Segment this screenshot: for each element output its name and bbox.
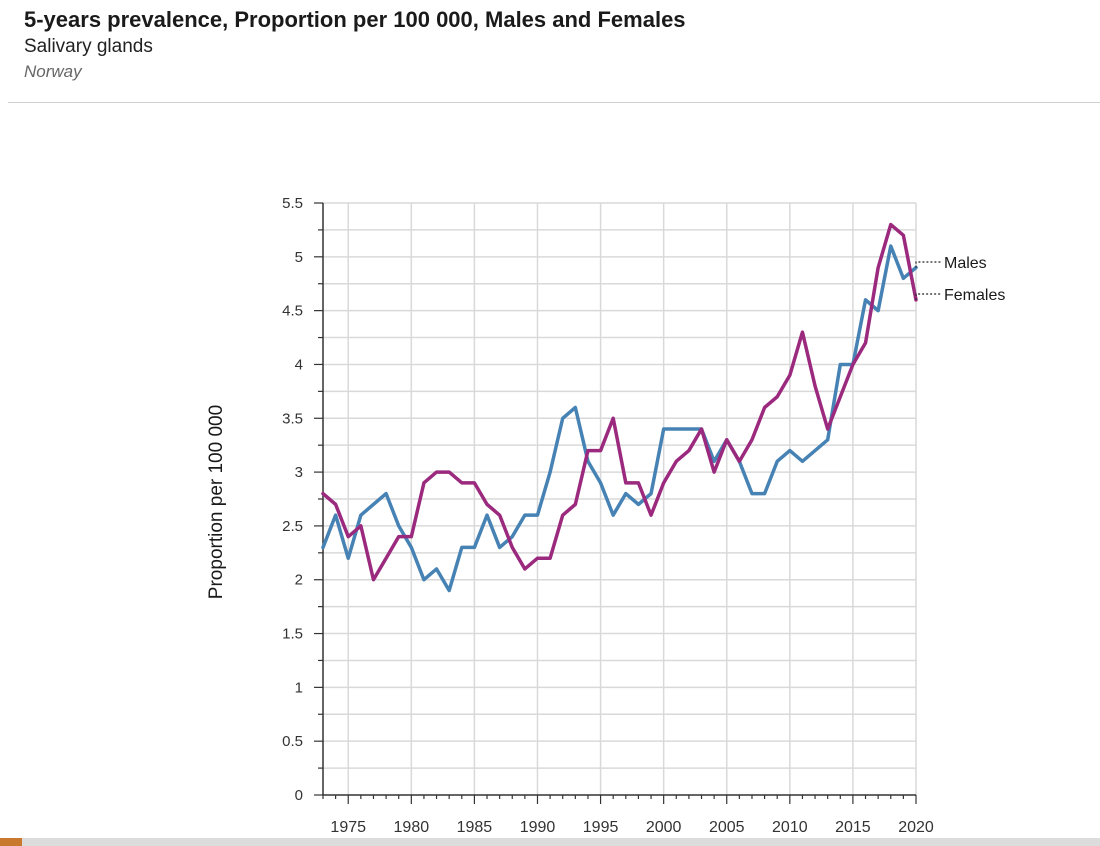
x-tick-label: 2000 [646,819,682,836]
y-tick-label: 1 [295,679,303,696]
y-axis-label: Proportion per 100 000 [206,405,227,599]
y-tick-label: 1.5 [282,626,303,643]
x-tick-label: 1985 [457,819,493,836]
y-tick-label: 3.5 [282,410,303,427]
series-line-males [321,244,918,593]
scrollbar-accent [0,838,22,846]
x-tick-label: 1975 [330,819,366,836]
chart-header: 5-years prevalence, Proportion per 100 0… [24,6,686,84]
y-tick-label: 0.5 [282,733,303,750]
x-tick-label: 1995 [583,819,619,836]
x-tick-label: 2020 [898,819,934,836]
x-tick-label: 2015 [835,819,871,836]
legend-leader-females [915,293,941,300]
y-tick-label: 2 [295,572,303,589]
header-divider [8,102,1100,103]
y-tick-label: 5 [295,249,303,266]
y-tick-label: 4.5 [282,303,303,320]
y-tick-label: 3 [295,464,303,481]
bottom-scrollbar[interactable] [0,838,1100,846]
legend-leader-males [915,261,941,268]
x-tick-label: 2005 [709,819,745,836]
x-tick-label: 1990 [520,819,556,836]
x-tick-label: 1980 [394,819,430,836]
y-tick-label: 5.5 [282,195,303,212]
region-label: Norway [24,62,82,81]
legend-label-females: Females [944,287,1005,304]
y-tick-label: 4 [295,356,303,373]
legend-label-males: Males [944,255,987,272]
chart-subtitle: Salivary glands [24,36,153,57]
series-line-females [321,222,918,582]
x-tick-label: 2010 [772,819,808,836]
y-tick-label: 2.5 [282,518,303,535]
y-tick-label: 0 [295,787,303,804]
chart-title: 5-years prevalence, Proportion per 100 0… [24,7,686,32]
